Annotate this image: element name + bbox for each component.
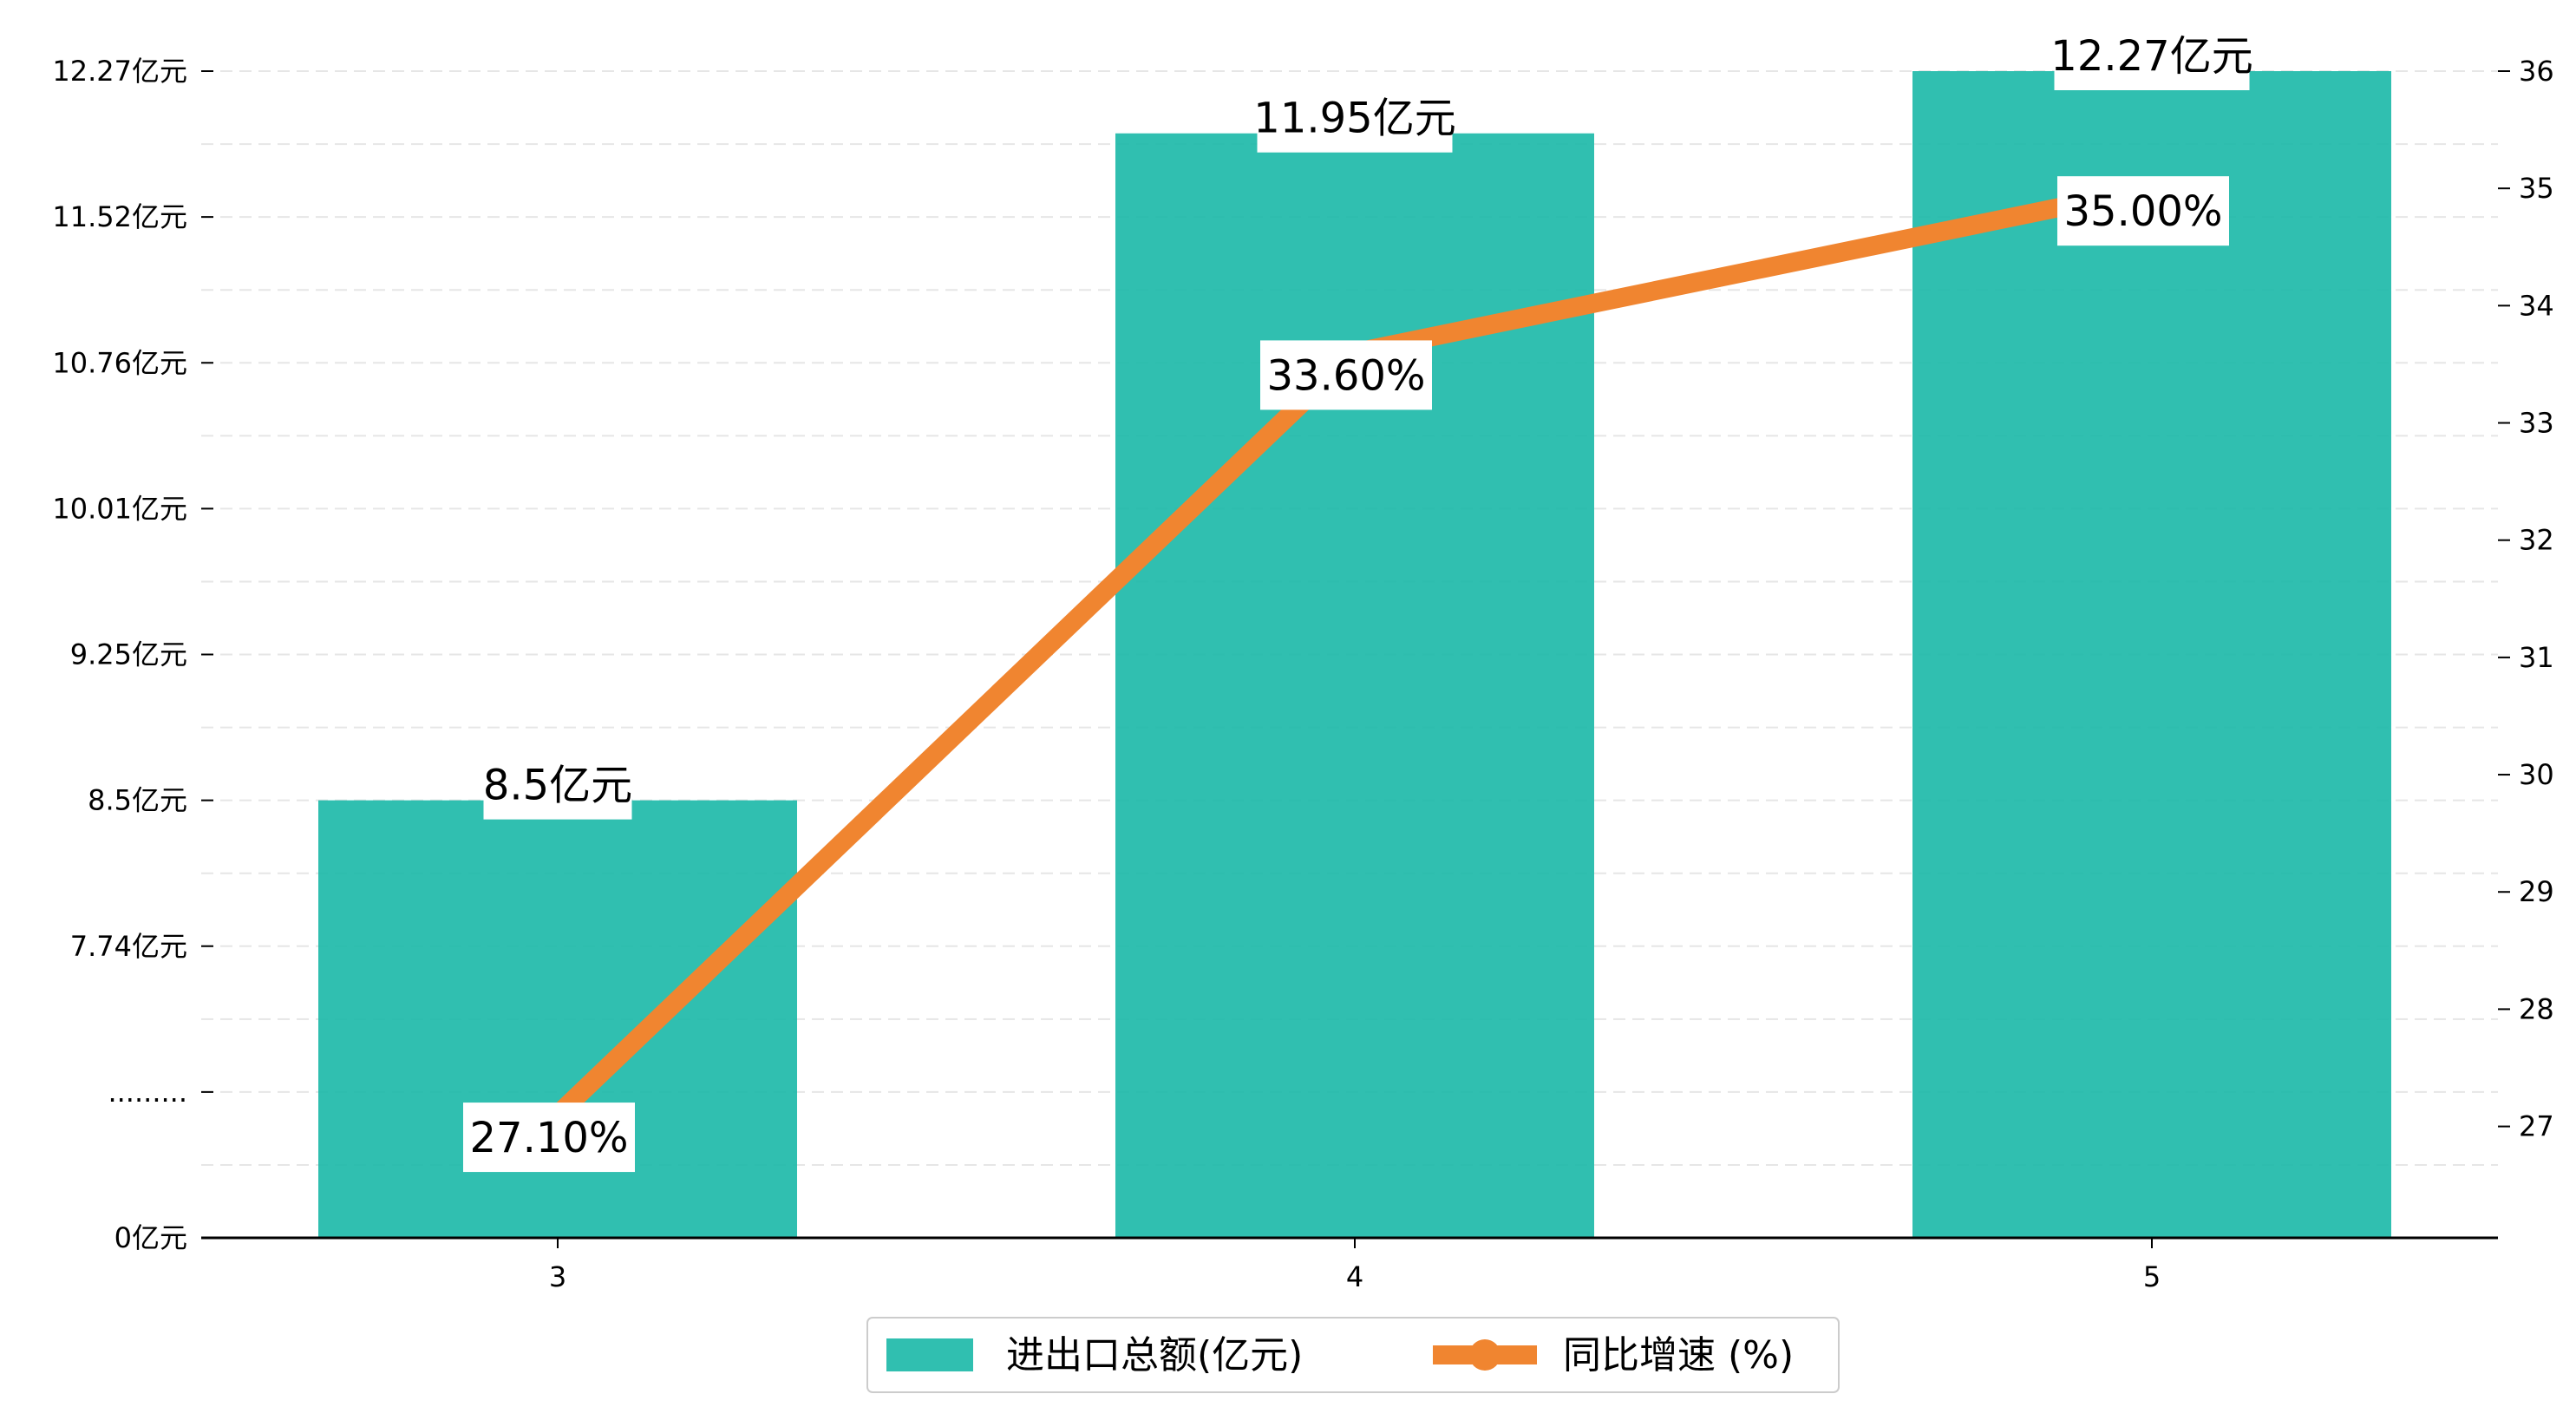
bar-value-label-bg [483, 749, 632, 820]
y-right-tick-label: 28 [2519, 992, 2554, 1025]
bar [1912, 71, 2391, 1238]
y-left-tick-label: 0亿元 [114, 1221, 187, 1254]
y-left-tick-label: 8.5亿元 [88, 784, 187, 817]
line-value-label-text: 35.00% [2063, 187, 2222, 236]
legend-line-marker [1469, 1339, 1500, 1371]
y-left-tick-label: 10.01亿元 [52, 492, 187, 525]
y-left-tick-label: 7.74亿元 [70, 930, 187, 963]
y-right-tick-label: 33 [2519, 407, 2554, 440]
y-right-tick-label: 32 [2519, 524, 2554, 557]
y-left-tick-label: ......... [108, 1076, 187, 1109]
bar-value-label-bg [2054, 21, 2250, 90]
y-right-tick-label: 35 [2519, 172, 2554, 205]
legend-box [866, 1317, 1840, 1393]
legend: 进出口总额(亿元) 同比增速 (%) [866, 1317, 1840, 1393]
y-right-tick-label: 31 [2519, 641, 2554, 674]
x-tick-label: 4 [1346, 1260, 1363, 1293]
label-layer: 8.5亿元 11.95亿元 12.27亿元 27.10% 33.60% 35.00% [463, 21, 2253, 1173]
bar-value-label: 8.5亿元 [483, 749, 632, 820]
x-tick-label: 3 [549, 1260, 566, 1293]
y-right-tick-label: 27 [2519, 1110, 2554, 1143]
bar-value-label-text: 11.95亿元 [1253, 95, 1455, 143]
legend-line-label: 同比增速 (%) [1563, 1333, 1794, 1377]
bar-value-label-bg [1257, 82, 1453, 153]
bar-value-label-text: 12.27亿元 [2050, 32, 2252, 81]
bar [318, 800, 797, 1238]
y-left-tick-label: 12.27亿元 [52, 55, 187, 88]
line-value-label: 27.10% [463, 1103, 635, 1173]
x-tick-label: 5 [2143, 1260, 2161, 1293]
line-value-label: 33.60% [1260, 340, 1432, 410]
bar-layer [318, 71, 2391, 1238]
axis-layer: 3 4 50亿元.........7.74亿元8.5亿元9.25亿元10.01亿元1… [52, 55, 2553, 1293]
bar-value-label-text: 8.5亿元 [483, 762, 632, 810]
line-value-label: 35.00% [2057, 176, 2229, 246]
line-value-label-bg [463, 1103, 635, 1173]
y-right-tick-label: 29 [2519, 875, 2554, 908]
y-left-tick-label: 9.25亿元 [70, 638, 187, 671]
y-right-tick-label: 36 [2519, 55, 2554, 88]
line-value-label-text: 33.60% [1266, 351, 1425, 400]
line-value-label-bg [2057, 176, 2229, 246]
line-value-label-text: 27.10% [469, 1114, 628, 1162]
bar-value-label: 12.27亿元 [2050, 21, 2253, 90]
bar-value-label: 11.95亿元 [1253, 82, 1456, 153]
legend-bar-swatch [886, 1338, 973, 1371]
y-right-tick-label: 30 [2519, 758, 2554, 791]
bar [1115, 133, 1594, 1238]
y-right-tick-label: 34 [2519, 289, 2554, 322]
legend-bar-label: 进出口总额(亿元) [1006, 1333, 1303, 1377]
line-value-label-bg [1260, 340, 1432, 410]
y-left-tick-label: 10.76亿元 [52, 346, 187, 379]
y-left-tick-label: 11.52亿元 [52, 200, 187, 233]
